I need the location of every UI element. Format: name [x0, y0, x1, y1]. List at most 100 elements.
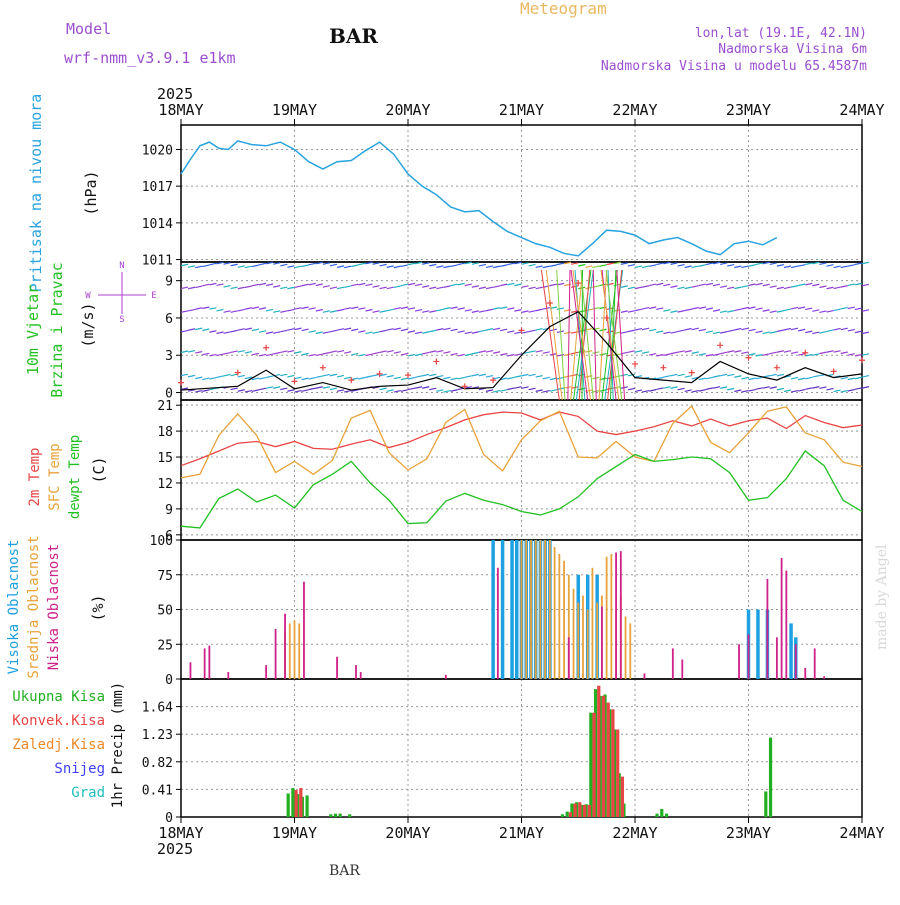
wind-barb	[514, 387, 521, 389]
cloud-bar-cloud_mid	[549, 540, 551, 679]
wind-barb	[373, 311, 380, 313]
wind-barb	[415, 332, 422, 334]
wind-barb	[344, 377, 351, 379]
wind-barb	[337, 309, 344, 311]
y-tick-label: 12	[157, 477, 173, 492]
wind-barb	[649, 390, 656, 392]
wind-barb	[777, 374, 784, 376]
wind-barb	[621, 374, 628, 376]
wind-barb	[663, 310, 670, 312]
wind-barb	[451, 307, 458, 309]
wind-barb	[812, 310, 819, 312]
wind-barb	[309, 378, 316, 380]
wind-unit: (m/s)	[79, 302, 97, 347]
wind-burst-line	[617, 270, 625, 400]
wind-ylabel-line1: 10m Vjetar	[24, 285, 42, 375]
wind-barb	[855, 388, 862, 390]
x-tick-label-top: 21MAY	[499, 101, 544, 119]
wind-barb	[812, 354, 819, 356]
wind-barb	[401, 329, 408, 331]
precip-bar-precip_total	[589, 713, 592, 817]
wind-barb	[295, 266, 302, 268]
wind-barb	[188, 287, 195, 289]
wind-barb	[699, 307, 706, 309]
y-tick-label: 1014	[142, 217, 173, 232]
wind-barb	[670, 286, 677, 288]
wind-barb	[848, 284, 855, 286]
cloud-bar-cloud_mid	[544, 540, 546, 679]
precip-bar-precip_conv	[574, 804, 577, 817]
wind-barb	[507, 388, 514, 390]
wind-barb	[862, 262, 869, 264]
wind-barb	[734, 376, 741, 378]
precip-bar-precip_total	[665, 814, 668, 817]
wind-barb	[600, 265, 607, 267]
wind-barb	[323, 311, 330, 313]
pressure-unit: (hPa)	[82, 170, 100, 215]
wind-barb	[678, 351, 685, 353]
wind-barb	[394, 328, 401, 330]
wind-barb	[763, 354, 770, 356]
wind-barb	[287, 375, 294, 377]
wind-barb	[337, 266, 344, 268]
wind-barb	[181, 264, 188, 266]
wind-barb	[181, 330, 188, 332]
wind-barb	[202, 284, 209, 286]
wind-barb	[295, 308, 302, 310]
wind-barb	[451, 353, 458, 355]
precip-legend-2: Zaledj.Kisa	[12, 737, 105, 753]
wind-barb	[862, 310, 869, 312]
wind-barb	[522, 387, 529, 389]
wind-barb	[706, 263, 713, 265]
wind-barb	[422, 387, 429, 389]
wind-barb	[862, 354, 869, 356]
wind-gust-marker	[660, 365, 666, 371]
wind-barb	[238, 287, 245, 289]
wind-barb	[678, 330, 685, 332]
wind-barb	[642, 352, 649, 354]
wind-barb	[784, 309, 791, 311]
wind-barb	[280, 351, 287, 353]
wind-barb	[628, 311, 635, 313]
wind-barb	[798, 329, 805, 331]
wind-barb	[529, 287, 536, 289]
wind-barb	[841, 328, 848, 330]
precip-bar-precip_total	[561, 814, 564, 817]
wind-barb	[656, 354, 663, 356]
wind-barb	[784, 351, 791, 353]
y-tick-label: 1.23	[142, 728, 173, 743]
wind-barb	[699, 329, 706, 331]
wind-barb	[536, 376, 543, 378]
wind-barb	[500, 307, 507, 309]
wind-barb	[550, 284, 557, 286]
cloud-bar-cloud_low	[360, 672, 362, 679]
wind-barb	[763, 387, 770, 389]
wind-barb	[628, 265, 635, 267]
wind-barb	[394, 308, 401, 310]
wind-barb	[706, 388, 713, 390]
wind-barb	[734, 287, 741, 289]
wind-barb	[479, 351, 486, 353]
cloud-bar-cloud_low	[227, 672, 229, 679]
wind-barb	[443, 328, 450, 330]
wind-barb	[678, 388, 685, 390]
wind-barb	[848, 378, 855, 380]
wind-barb	[358, 283, 365, 285]
y-tick-label: 9	[165, 503, 173, 518]
wind-barb	[692, 286, 699, 288]
wind-barb	[394, 391, 401, 393]
wind-barb	[841, 266, 848, 268]
wind-barb	[302, 307, 309, 309]
wind-barb	[443, 266, 450, 268]
cloud-bar-cloud_low	[785, 571, 787, 679]
cloud-bar-cloud_mid	[294, 621, 296, 679]
wind-barb	[394, 352, 401, 354]
wind-barb	[635, 376, 642, 378]
wind-barb	[323, 387, 330, 389]
wind-barb	[621, 286, 628, 288]
wind-gust-marker	[178, 380, 184, 386]
wind-barb	[692, 391, 699, 393]
wind-barb	[848, 354, 855, 356]
wind-barb	[500, 284, 507, 286]
y-tick-label: 50	[157, 604, 173, 619]
